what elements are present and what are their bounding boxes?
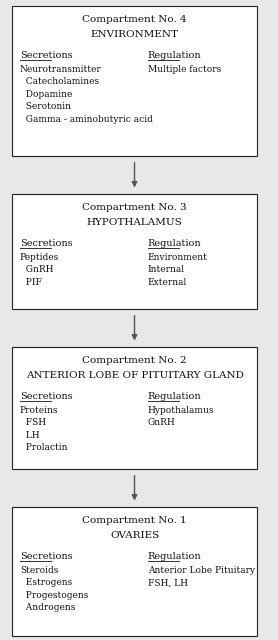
Text: ENVIRONMENT: ENVIRONMENT xyxy=(91,30,178,39)
Text: Secretions: Secretions xyxy=(20,51,73,60)
Bar xyxy=(12,6,257,156)
Text: Internal: Internal xyxy=(148,265,185,274)
Bar xyxy=(12,194,257,309)
Text: Prolactin: Prolactin xyxy=(20,444,67,452)
Text: Peptides: Peptides xyxy=(20,253,59,262)
Text: FSH: FSH xyxy=(20,418,46,428)
Text: Dopamine: Dopamine xyxy=(20,90,72,99)
Text: Proteins: Proteins xyxy=(20,406,58,415)
Text: Compartment No. 1: Compartment No. 1 xyxy=(82,516,187,525)
Text: Environment: Environment xyxy=(148,253,208,262)
Text: Compartment No. 4: Compartment No. 4 xyxy=(82,15,187,24)
Text: Progestogens: Progestogens xyxy=(20,591,88,600)
Text: Compartment No. 3: Compartment No. 3 xyxy=(82,203,187,212)
Text: Regulation: Regulation xyxy=(148,552,202,561)
Text: Compartment No. 2: Compartment No. 2 xyxy=(82,356,187,365)
Text: PIF: PIF xyxy=(20,278,42,287)
Text: FSH, LH: FSH, LH xyxy=(148,578,188,588)
Text: ANTERIOR LOBE OF PITUITARY GLAND: ANTERIOR LOBE OF PITUITARY GLAND xyxy=(26,371,244,380)
Text: GnRH: GnRH xyxy=(148,418,176,428)
Text: OVARIES: OVARIES xyxy=(110,531,159,540)
Text: Androgens: Androgens xyxy=(20,604,75,612)
Bar xyxy=(12,348,257,469)
Text: LH: LH xyxy=(20,431,39,440)
Text: Hypothalamus: Hypothalamus xyxy=(148,406,214,415)
Text: Secretions: Secretions xyxy=(20,552,73,561)
Text: Catecholamines: Catecholamines xyxy=(20,77,99,86)
Text: HYPOTHALAMUS: HYPOTHALAMUS xyxy=(87,218,182,227)
Text: Gamma - aminobutyric acid: Gamma - aminobutyric acid xyxy=(20,115,153,124)
Text: Neurotransmitter: Neurotransmitter xyxy=(20,65,102,74)
Text: Anterior Lobe Pituitary: Anterior Lobe Pituitary xyxy=(148,566,255,575)
Text: Regulation: Regulation xyxy=(148,392,202,401)
Text: Estrogens: Estrogens xyxy=(20,578,72,588)
Text: Secretions: Secretions xyxy=(20,239,73,248)
Text: Steroids: Steroids xyxy=(20,566,58,575)
Text: Serotonin: Serotonin xyxy=(20,102,71,111)
Text: External: External xyxy=(148,278,187,287)
Text: Regulation: Regulation xyxy=(148,239,202,248)
Text: GnRH: GnRH xyxy=(20,265,53,274)
Bar xyxy=(12,508,257,636)
Text: Regulation: Regulation xyxy=(148,51,202,60)
Text: Secretions: Secretions xyxy=(20,392,73,401)
Text: Multiple factors: Multiple factors xyxy=(148,65,221,74)
